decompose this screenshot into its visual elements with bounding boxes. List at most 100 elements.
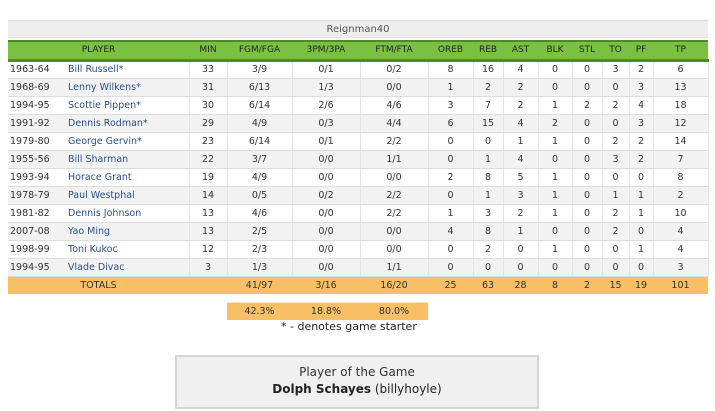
col-header-reb: REB (473, 40, 503, 62)
stat-tp: 3 (653, 258, 709, 277)
player-name-link[interactable]: Bill Russell* (68, 64, 124, 75)
stat-blk: 0 (538, 150, 573, 169)
stat-fg: 1/3 (227, 258, 293, 277)
totals-min (189, 276, 227, 294)
totals-to: 15 (602, 276, 629, 294)
player-cell: 1994-95 Vlade Divac (8, 258, 190, 277)
player-name-link[interactable]: Lenny Wilkens* (68, 81, 141, 93)
potg-title: Player of the Game (299, 365, 415, 379)
team-name: Reignman40 (326, 24, 390, 35)
stat-ft: 4/6 (360, 96, 429, 115)
stat-reb: 0 (473, 258, 504, 277)
player-season: 1998-99 (10, 243, 50, 255)
player-name-link[interactable]: Dennis Johnson (68, 207, 142, 219)
totals-pf: 19 (629, 276, 653, 294)
col-header-stl: STL (572, 40, 602, 62)
stat-ast: 4 (503, 60, 539, 79)
player-cell: 1994-95 Scottie Pippen* (8, 96, 190, 115)
stat-stl: 0 (572, 240, 603, 259)
stat-blk: 1 (538, 168, 573, 187)
stat-fg: 3/7 (227, 150, 293, 169)
stat-pf: 4 (629, 96, 654, 115)
stat-tp3: 0/0 (292, 150, 361, 169)
fg-percentage: 42.3% (227, 302, 292, 320)
stat-reb: 8 (473, 168, 504, 187)
table-row: 1994-95 Vlade Divac 3 1/3 0/0 1/1 0 0 0 0 0 0 0 3 (8, 258, 709, 277)
stat-fg: 3/9 (227, 60, 293, 79)
stat-ast: 4 (503, 114, 539, 133)
stat-ast: 2 (503, 78, 539, 97)
stat-to: 2 (602, 132, 630, 151)
col-header-ft: FTM/FTA (360, 40, 428, 62)
stat-pf: 1 (629, 240, 654, 259)
stat-ft: 1/1 (360, 150, 429, 169)
stat-oreb: 0 (428, 186, 474, 205)
stat-ft: 0/0 (360, 240, 429, 259)
stat-ast: 0 (503, 258, 539, 277)
player-name-link[interactable]: Dennis Rodman* (68, 117, 148, 129)
player-cell: 1963-64 Bill Russell* (8, 60, 190, 79)
stat-oreb: 3 (428, 96, 474, 115)
stat-pf: 2 (629, 60, 654, 79)
stat-pf: 1 (629, 186, 654, 205)
stat-to: 2 (602, 204, 630, 223)
player-name-link[interactable]: Yao Ming (68, 225, 111, 237)
stat-blk: 1 (538, 186, 573, 205)
stat-min: 19 (189, 168, 228, 187)
player-name-link[interactable]: Bill Sharman (68, 153, 129, 165)
stat-to: 0 (602, 114, 630, 133)
stat-blk: 0 (538, 60, 573, 79)
col-header-min: MIN (189, 40, 227, 62)
ft-percentage: 80.0% (360, 302, 428, 320)
player-season: 1993-94 (10, 171, 50, 183)
player-name-link[interactable]: Toni Kukoc (68, 243, 118, 255)
player-cell: 1981-82 Dennis Johnson (8, 204, 190, 223)
stat-ft: 0/0 (360, 222, 429, 241)
stat-ast: 1 (503, 132, 539, 151)
stat-tp3: 0/3 (292, 114, 361, 133)
stat-blk: 1 (538, 240, 573, 259)
stat-stl: 0 (572, 204, 603, 223)
col-header-blk: BLK (538, 40, 572, 62)
stat-pf: 3 (629, 114, 654, 133)
player-name-link[interactable]: Paul Westphal (68, 189, 135, 201)
stat-to: 3 (602, 60, 630, 79)
stat-fg: 4/6 (227, 204, 293, 223)
player-cell: 1978-79 Paul Westphal (8, 186, 190, 205)
player-season: 1963-64 (10, 64, 50, 75)
totals-fg: 41/97 (227, 276, 292, 294)
totals-3p: 3/16 (292, 276, 360, 294)
player-name-link[interactable]: Horace Grant (68, 171, 132, 183)
stat-blk: 1 (538, 132, 573, 151)
player-name-link[interactable]: Vlade Divac (68, 261, 125, 273)
table-row: 1981-82 Dennis Johnson 13 4/6 0/0 2/2 1 3 2 1 0 2 1 1… (8, 204, 709, 223)
table-row: 1963-64 Bill Russell* 33 3/9 0/1 0/2 8 16 4 0 0 3 2 6 (8, 60, 709, 79)
stat-oreb: 6 (428, 114, 474, 133)
stat-tp: 4 (653, 222, 709, 241)
stat-ft: 1/1 (360, 258, 429, 277)
player-season: 2007-08 (10, 225, 50, 237)
player-name-link[interactable]: Scottie Pippen* (68, 99, 141, 111)
stat-to: 2 (602, 222, 630, 241)
player-name-link[interactable]: George Gervin* (68, 135, 142, 147)
player-cell: 2007-08 Yao Ming (8, 222, 190, 241)
totals-oreb: 25 (428, 276, 473, 294)
stat-tp: 4 (653, 240, 709, 259)
stat-ft: 0/2 (360, 60, 429, 79)
stat-min: 29 (189, 114, 228, 133)
stat-reb: 1 (473, 186, 504, 205)
stat-pf: 0 (629, 168, 654, 187)
col-header-to: TO (602, 40, 629, 62)
stat-ft: 2/2 (360, 186, 429, 205)
totals-ast: 28 (503, 276, 538, 294)
totals-row: TOTALS 41/97 3/16 16/20 25 63 28 8 2 15 … (8, 276, 708, 294)
totals-ft: 16/20 (360, 276, 428, 294)
player-cell: 1993-94 Horace Grant (8, 168, 190, 187)
stat-stl: 2 (572, 96, 603, 115)
stat-reb: 1 (473, 150, 504, 169)
totals-blk: 8 (538, 276, 572, 294)
stat-tp3: 0/0 (292, 258, 361, 277)
stat-tp3: 1/3 (292, 78, 361, 97)
potg-player-name[interactable]: Dolph Schayes (272, 382, 372, 396)
stat-fg: 0/5 (227, 186, 293, 205)
